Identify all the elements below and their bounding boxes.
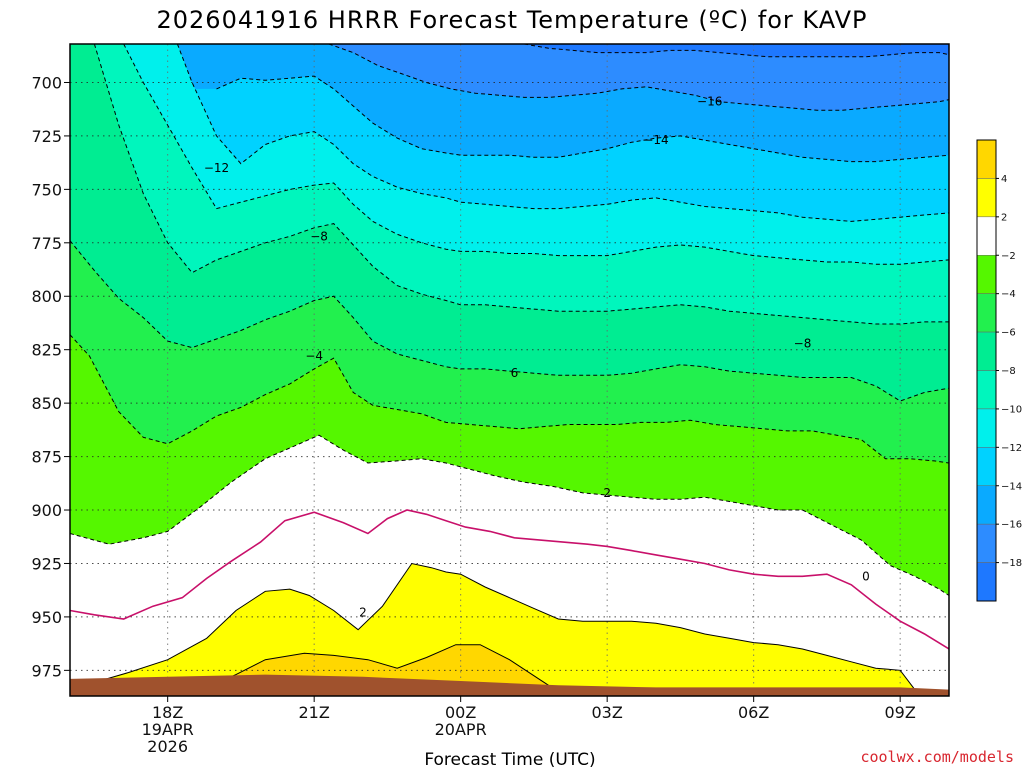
contour-line--14: [216, 75, 949, 163]
plot-frame: [69, 43, 950, 697]
contour-line--6: [70, 240, 949, 402]
contour-label: 0: [862, 569, 870, 583]
y-tick-label: 850: [31, 394, 62, 413]
contour-line--10: [123, 44, 949, 265]
chart-title: 2026041916 HRRR Forecast Temperature (ºC…: [156, 6, 867, 34]
contour-label: −14: [643, 133, 668, 147]
x-tick-label: 03Z: [592, 703, 623, 722]
colorbar: 4 2 −2 −4 −6 −8 −10 −12 −14 −16 −18: [976, 139, 1022, 602]
colorbar-swatch: [976, 408, 997, 448]
colorbar-swatch: [976, 139, 997, 179]
colorbar-label: −6: [1001, 328, 1016, 339]
colorbar-label: −10: [1001, 404, 1022, 415]
colorbar-label: −2: [1001, 251, 1016, 262]
y-tick-label: 725: [31, 127, 62, 146]
contour-line--8: [93, 44, 949, 325]
contour-line-4: [201, 644, 569, 696]
colorbar-label: −14: [1001, 481, 1022, 492]
contour-line--2: [70, 434, 949, 596]
y-axis-ticks: 700 725 750 775 800 825 850 875 900 925 950 975: [31, 73, 70, 680]
y-tick-label: 925: [31, 554, 62, 573]
y-tick-label: 875: [31, 448, 62, 467]
contour-label: −4: [305, 349, 323, 363]
x-tick-label: 06Z: [738, 703, 769, 722]
colorbar-label: −18: [1001, 558, 1022, 569]
y-tick-label: 975: [31, 661, 62, 680]
colorbar-swatch: [976, 255, 997, 294]
y-tick-label: 750: [31, 180, 62, 199]
contour-line--18: [524, 44, 949, 58]
contour-line--12: [176, 44, 949, 222]
contour-label: −16: [697, 95, 722, 109]
colorbar-label: −4: [1001, 289, 1016, 300]
contour-label: 2: [603, 486, 611, 500]
y-tick-label: 700: [31, 73, 62, 92]
colorbar-swatch: [976, 178, 997, 218]
colorbar-swatch: [976, 447, 997, 487]
ground-fill: [70, 674, 949, 696]
x-tick-label: 00Z: [445, 703, 476, 722]
colorbar-swatch: [976, 331, 997, 371]
x-tick-label: 19APR: [142, 720, 194, 739]
colorbar-swatch: [976, 562, 997, 602]
contour-label: 6: [511, 366, 519, 380]
contour-label: −8: [794, 336, 812, 350]
credit-text: coolwx.com/models: [860, 748, 1014, 766]
contour-line-0: [70, 509, 949, 650]
temperature-fill-layer: [70, 44, 949, 696]
colorbar-label: −12: [1001, 443, 1022, 454]
contour-label: 2: [359, 606, 367, 620]
contour-line-2: [70, 562, 916, 691]
colorbar-swatch: [976, 370, 997, 410]
x-tick-label: 21Z: [299, 703, 330, 722]
y-tick-label: 950: [31, 608, 62, 627]
colorbar-label: 4: [1001, 174, 1007, 185]
y-tick-label: 825: [31, 341, 62, 360]
contour-line--4: [70, 334, 949, 464]
contour-labels: −16 −14 −12 −8 −4 −8 6 2 0 2: [204, 95, 870, 620]
colorbar-label: −8: [1001, 366, 1016, 377]
y-tick-label: 800: [31, 287, 62, 306]
contour-label: −8: [310, 229, 328, 243]
colorbar-swatch: [976, 485, 997, 525]
x-tick-label: 18Z: [152, 703, 183, 722]
ground-layer: [70, 674, 949, 696]
contour-line--16: [328, 44, 949, 111]
y-tick-label: 775: [31, 234, 62, 253]
colorbar-swatch: [976, 293, 997, 333]
x-tick-label: 2026: [147, 737, 188, 756]
x-axis-label: Forecast Time (UTC): [424, 750, 595, 768]
x-tick-label: 20APR: [435, 720, 487, 739]
y-tick-label: 900: [31, 501, 62, 520]
contour-label: −12: [204, 161, 229, 175]
colorbar-swatch: [976, 523, 997, 563]
colorbar-label: 2: [1001, 212, 1007, 223]
contour-lines: [70, 44, 949, 696]
x-tick-label: 09Z: [885, 703, 916, 722]
colorbar-swatch: [976, 216, 997, 256]
colorbar-label: −16: [1001, 520, 1022, 531]
